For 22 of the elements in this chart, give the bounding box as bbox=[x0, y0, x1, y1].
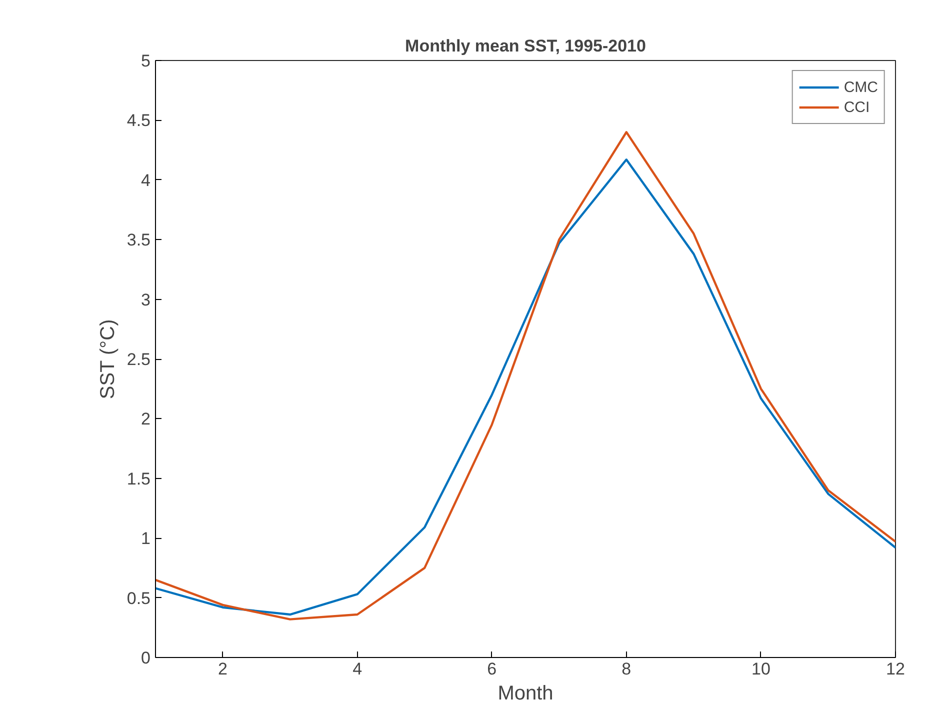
x-tick-label: 8 bbox=[622, 660, 632, 678]
y-tick-label: 2.5 bbox=[126, 350, 151, 369]
y-tick-label: 4 bbox=[141, 170, 151, 190]
legend-label: CMC bbox=[844, 78, 878, 96]
y-tick-label: 0 bbox=[141, 648, 151, 668]
x-tick-label: 12 bbox=[886, 660, 905, 678]
chart-title: Monthly mean SST, 1995-2010 bbox=[405, 36, 646, 56]
y-tick-label: 3 bbox=[141, 290, 151, 310]
y-tick-label: 5 bbox=[141, 52, 151, 70]
x-tick-label: 6 bbox=[487, 660, 497, 678]
legend-label: CCI bbox=[844, 98, 870, 116]
x-tick-label: 4 bbox=[352, 660, 362, 678]
x-tick-label: 2 bbox=[218, 660, 228, 678]
y-tick-label: 4.5 bbox=[126, 111, 151, 130]
y-axis-title: SST (°C) bbox=[96, 319, 119, 400]
y-tick-label: 1.5 bbox=[126, 469, 151, 488]
y-tick-label: 3.5 bbox=[126, 230, 151, 250]
x-axis-title: Month bbox=[498, 682, 554, 704]
x-tick-label: 10 bbox=[752, 660, 770, 678]
y-tick-label: 2 bbox=[141, 410, 151, 429]
y-tick-label: 0.5 bbox=[126, 588, 151, 608]
y-tick-label: 1 bbox=[141, 529, 151, 548]
